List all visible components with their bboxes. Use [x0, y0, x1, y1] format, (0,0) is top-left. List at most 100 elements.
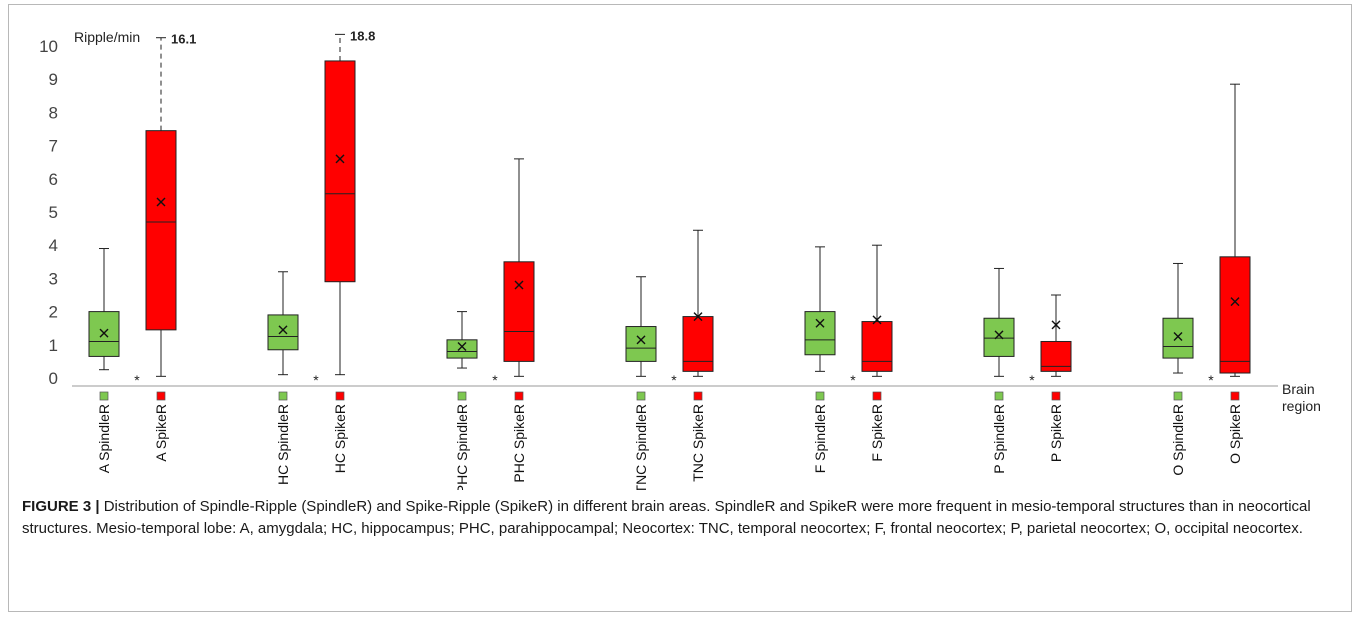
mean-stroke: [457, 341, 467, 351]
mean-marker: [636, 335, 646, 345]
category-swatch: [99, 391, 109, 401]
x-axis-labels: A SpindleR A SpikeR HC SpindleR HC SpikeR PH…: [96, 391, 1243, 490]
category-swatch: [1230, 391, 1240, 401]
category-swatch: [278, 391, 288, 401]
significance-star: *: [492, 372, 498, 388]
y-tick-label: 6: [49, 170, 58, 189]
box-a-spiker: 16.1: [145, 32, 196, 377]
box-hc-spiker: 18.8: [324, 28, 375, 376]
box-f-spiker: [861, 244, 893, 377]
y-tick-label: 0: [49, 369, 58, 388]
significance-marks: * * * * * * *: [134, 372, 1214, 388]
y-axis-ticks: 0 1 2 3 4 5 6 7 8 9 10: [39, 37, 58, 388]
significance-star: *: [671, 372, 677, 388]
category-swatch: [335, 391, 345, 401]
mean-marker: [994, 330, 1004, 340]
significance-star: *: [313, 372, 319, 388]
significance-star: *: [850, 372, 856, 388]
iqr-box: [88, 311, 120, 357]
iqr-box: [804, 311, 836, 356]
y-tick-label: 5: [49, 203, 58, 222]
box-phc-spiker: [503, 158, 535, 377]
x-tick-label: P SpindleR: [991, 404, 1007, 474]
mean-marker: [693, 312, 703, 322]
y-axis-title: Ripple/min: [74, 29, 140, 45]
caption-text: Distribution of Spindle-Ripple (SpindleR…: [22, 498, 1311, 537]
iqr-box: [324, 60, 356, 283]
category-swatch: [693, 391, 703, 401]
iqr-box: [983, 317, 1015, 357]
mean-stroke: [994, 330, 1004, 340]
mean-marker: [156, 197, 166, 207]
mean-marker: [278, 325, 288, 335]
category-swatch: [994, 391, 1004, 401]
x-axis-title-line-1: Brain: [1282, 381, 1315, 397]
iqr-box: [625, 326, 657, 362]
category-swatch: [1051, 391, 1061, 401]
category-swatch: [1173, 391, 1183, 401]
mean-stroke: [514, 280, 524, 290]
box-tnc-spiker: [682, 229, 714, 377]
mean-marker: [1173, 332, 1183, 341]
x-tick-label: O SpindleR: [1170, 404, 1186, 476]
category-swatch: [636, 391, 646, 401]
box-p-spiker: [1040, 294, 1072, 377]
x-tick-label: A SpindleR: [96, 404, 112, 473]
mean-marker: [872, 315, 882, 325]
mean-marker: [335, 154, 345, 164]
boxes-layer: 16.1 18.8: [88, 28, 1251, 377]
y-tick-label: 8: [49, 103, 58, 122]
x-tick-label: PHC SpindleR: [454, 404, 470, 490]
mean-marker: [457, 341, 467, 351]
mean-stroke: [1230, 297, 1240, 307]
category-swatch: [514, 391, 524, 401]
x-tick-label: F SpikeR: [869, 404, 885, 462]
significance-star: *: [1029, 372, 1035, 388]
mean-marker: [99, 328, 109, 338]
mean-stroke: [335, 154, 345, 164]
y-tick-label: 7: [49, 137, 58, 156]
mean-stroke: [636, 335, 646, 345]
box-phc-spindler: [446, 311, 478, 369]
y-tick-label: 4: [49, 236, 58, 255]
max-value-label: 16.1: [171, 32, 196, 47]
iqr-box: [267, 314, 299, 351]
box-hc-spindler: [267, 271, 299, 376]
mean-stroke: [815, 318, 825, 328]
iqr-box: [503, 261, 535, 362]
y-tick-label: 3: [49, 269, 58, 288]
mean-stroke: [156, 197, 166, 207]
y-tick-label: 10: [39, 37, 58, 56]
box-f-spindler: [804, 246, 836, 372]
x-tick-label: PHC SpikeR: [511, 404, 527, 483]
x-tick-label: O SpikeR: [1227, 404, 1243, 464]
iqr-box: [145, 130, 177, 331]
x-tick-label: F SpindleR: [812, 404, 828, 473]
iqr-box: [682, 316, 714, 372]
max-value-label: 18.8: [350, 28, 375, 43]
mean-stroke: [99, 328, 109, 338]
box-a-spindler: [88, 248, 120, 371]
iqr-box: [446, 339, 478, 359]
x-tick-label: HC SpindleR: [275, 404, 291, 485]
significance-star: *: [1208, 372, 1214, 388]
x-tick-label: TNC SpindleR: [633, 404, 649, 490]
mean-stroke: [278, 325, 288, 335]
box-o-spiker: [1219, 83, 1251, 377]
mean-marker: [815, 318, 825, 328]
x-axis-title-line-2: region: [1282, 398, 1321, 414]
category-swatch: [815, 391, 825, 401]
x-tick-label: P SpikeR: [1048, 404, 1064, 462]
iqr-box: [1219, 256, 1251, 374]
y-tick-label: 2: [49, 303, 58, 322]
mean-stroke: [693, 312, 703, 322]
box-o-spindler: [1162, 262, 1194, 374]
y-tick-label: 9: [49, 70, 58, 89]
y-tick-label: 1: [49, 336, 58, 355]
box-p-spindler: [983, 267, 1015, 377]
significance-star: *: [134, 372, 140, 388]
mean-marker: [1230, 297, 1240, 307]
iqr-box: [861, 321, 893, 372]
figure-caption: FIGURE 3 | Distribution of Spindle-Rippl…: [22, 496, 1342, 540]
